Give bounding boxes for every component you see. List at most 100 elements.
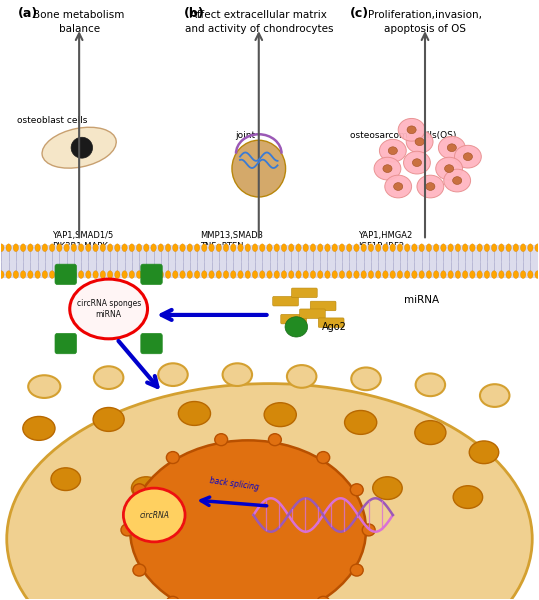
Ellipse shape	[303, 271, 308, 278]
Ellipse shape	[172, 271, 178, 278]
Ellipse shape	[281, 244, 287, 251]
Text: Bone metabolism
balance: Bone metabolism balance	[33, 10, 125, 34]
Ellipse shape	[167, 596, 179, 600]
Ellipse shape	[50, 244, 55, 251]
Text: back splicing: back splicing	[209, 476, 260, 492]
Ellipse shape	[23, 416, 55, 440]
Ellipse shape	[376, 271, 381, 278]
FancyBboxPatch shape	[55, 264, 77, 284]
Text: Proliferation,invasion,
apoptosis of OS: Proliferation,invasion, apoptosis of OS	[368, 10, 482, 34]
Ellipse shape	[57, 271, 62, 278]
Ellipse shape	[492, 271, 497, 278]
Ellipse shape	[513, 271, 519, 278]
Ellipse shape	[453, 486, 482, 508]
Ellipse shape	[528, 244, 533, 251]
Ellipse shape	[42, 127, 116, 168]
Text: Ago2: Ago2	[322, 322, 347, 332]
Ellipse shape	[317, 452, 330, 464]
Ellipse shape	[64, 244, 70, 251]
FancyBboxPatch shape	[310, 301, 336, 311]
Ellipse shape	[202, 244, 207, 251]
Ellipse shape	[521, 244, 526, 251]
Ellipse shape	[216, 244, 222, 251]
Text: (c): (c)	[350, 7, 369, 20]
Ellipse shape	[71, 244, 77, 251]
Text: miRNA: miRNA	[404, 295, 439, 305]
Text: YAP1,HMGA2
IGF1R,IRF2: YAP1,HMGA2 IGF1R,IRF2	[358, 232, 412, 251]
Ellipse shape	[288, 271, 294, 278]
Text: osteoblast cells: osteoblast cells	[17, 116, 88, 125]
Ellipse shape	[477, 244, 482, 251]
Ellipse shape	[130, 440, 366, 600]
Ellipse shape	[195, 244, 200, 251]
Ellipse shape	[129, 271, 135, 278]
Ellipse shape	[347, 244, 352, 251]
Ellipse shape	[285, 317, 308, 337]
Ellipse shape	[462, 244, 468, 251]
FancyBboxPatch shape	[141, 264, 162, 284]
Text: circRNA sponges
miRNA: circRNA sponges miRNA	[77, 299, 141, 319]
Ellipse shape	[521, 271, 526, 278]
FancyBboxPatch shape	[55, 334, 77, 354]
Ellipse shape	[339, 244, 344, 251]
Ellipse shape	[296, 244, 301, 251]
Ellipse shape	[404, 151, 430, 174]
Ellipse shape	[412, 159, 421, 167]
Ellipse shape	[51, 468, 80, 491]
Ellipse shape	[310, 244, 316, 251]
Ellipse shape	[268, 434, 281, 446]
Ellipse shape	[325, 244, 330, 251]
Ellipse shape	[419, 271, 424, 278]
Ellipse shape	[180, 271, 185, 278]
Ellipse shape	[274, 244, 279, 251]
Ellipse shape	[436, 157, 462, 180]
Ellipse shape	[13, 244, 18, 251]
Ellipse shape	[398, 118, 425, 141]
Ellipse shape	[469, 244, 475, 251]
FancyBboxPatch shape	[292, 288, 317, 298]
Ellipse shape	[368, 244, 374, 251]
Ellipse shape	[86, 244, 91, 251]
FancyBboxPatch shape	[319, 318, 344, 328]
Ellipse shape	[404, 244, 410, 251]
Text: (a): (a)	[17, 7, 38, 20]
Ellipse shape	[267, 244, 272, 251]
Ellipse shape	[464, 153, 473, 161]
Ellipse shape	[506, 271, 512, 278]
Text: (b): (b)	[184, 7, 204, 20]
FancyBboxPatch shape	[273, 296, 299, 306]
Ellipse shape	[115, 244, 120, 251]
Ellipse shape	[94, 366, 123, 389]
Ellipse shape	[238, 271, 243, 278]
Ellipse shape	[0, 271, 4, 278]
Ellipse shape	[477, 271, 482, 278]
Ellipse shape	[368, 271, 374, 278]
Ellipse shape	[412, 271, 417, 278]
Ellipse shape	[416, 373, 445, 396]
Ellipse shape	[480, 384, 509, 407]
Ellipse shape	[178, 401, 211, 425]
Ellipse shape	[42, 244, 47, 251]
Ellipse shape	[57, 244, 62, 251]
Ellipse shape	[209, 244, 214, 251]
Ellipse shape	[86, 271, 91, 278]
Ellipse shape	[115, 271, 120, 278]
Ellipse shape	[245, 244, 251, 251]
Ellipse shape	[374, 157, 401, 180]
Ellipse shape	[71, 137, 93, 158]
Ellipse shape	[415, 421, 446, 445]
Ellipse shape	[417, 175, 444, 198]
Ellipse shape	[223, 364, 252, 386]
Ellipse shape	[448, 271, 453, 278]
Ellipse shape	[462, 271, 468, 278]
Ellipse shape	[20, 271, 26, 278]
Ellipse shape	[390, 244, 396, 251]
Ellipse shape	[215, 434, 227, 446]
Ellipse shape	[455, 271, 461, 278]
Ellipse shape	[296, 271, 301, 278]
Ellipse shape	[202, 271, 207, 278]
Ellipse shape	[388, 147, 397, 155]
Ellipse shape	[390, 271, 396, 278]
Ellipse shape	[415, 138, 424, 146]
Ellipse shape	[93, 271, 98, 278]
